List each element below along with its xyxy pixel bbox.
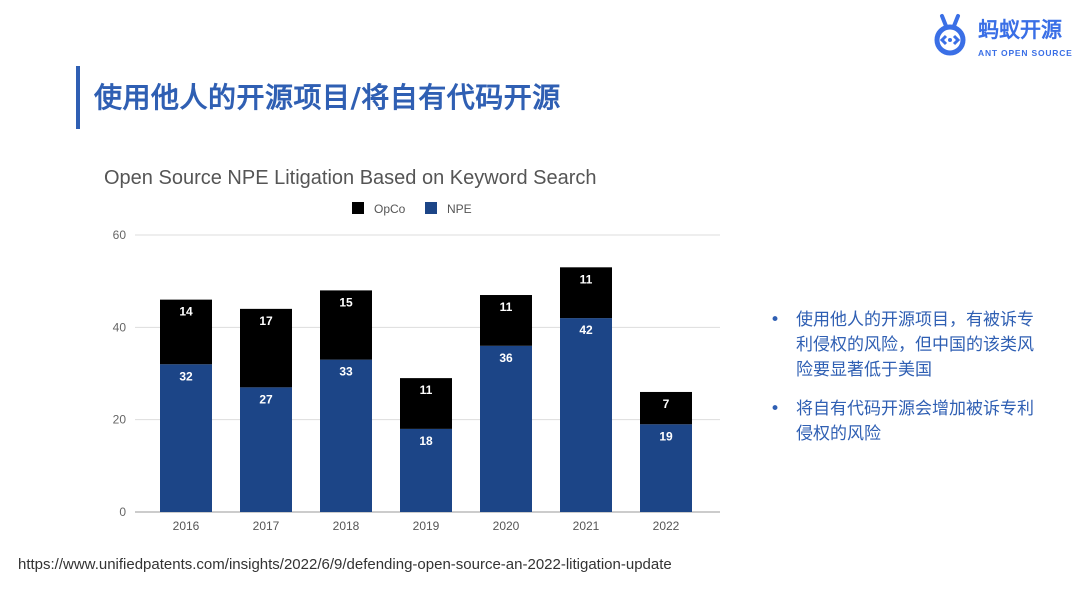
data-label: 32 xyxy=(179,369,193,383)
bullet-dot: • xyxy=(770,310,781,330)
bar-opco xyxy=(400,378,452,429)
legend-swatch xyxy=(352,202,364,214)
x-tick-label: 2016 xyxy=(173,519,200,533)
bars: 32 14 2016 27 17 2017 33 15 2018 18 11 2019 36 11 2020… xyxy=(160,267,692,533)
logo-text-en: ANT OPEN SOURCE xyxy=(978,48,1073,58)
data-label: 42 xyxy=(579,323,593,337)
bullet-item: • 将自有代码开源会增加被诉专利侵权的风险 xyxy=(770,397,1050,447)
data-label: 27 xyxy=(259,392,273,406)
bullet-list: • 使用他人的开源项目，有被诉专利侵权的风险，但中国的该类风险要显著低于美国 • 将… xyxy=(770,308,1050,461)
x-tick-label: 2018 xyxy=(333,519,360,533)
bullet-text: 将自有代码开源会增加被诉专利侵权的风险 xyxy=(796,399,1034,444)
x-tick-label: 2022 xyxy=(653,519,680,533)
bar-npe xyxy=(640,424,692,512)
data-label: 19 xyxy=(659,429,673,443)
page-title: 使用他人的开源项目/将自有代码开源 xyxy=(94,81,561,114)
title-accent-bar xyxy=(76,66,80,129)
bar-opco xyxy=(160,299,212,365)
ant-open-source-logo: 蚂蚁开源 ANT OPEN SOURCE xyxy=(932,12,1072,62)
legend-label: NPE xyxy=(447,202,472,216)
bar-npe xyxy=(320,359,372,512)
ant-logo-icon xyxy=(934,14,966,56)
bar-opco xyxy=(640,391,692,425)
legend-swatch xyxy=(425,202,437,214)
bar-npe xyxy=(160,364,212,512)
bar-npe xyxy=(560,318,612,512)
data-label: 15 xyxy=(339,295,353,309)
stacked-bar-chart: Open Source NPE Litigation Based on Keyw… xyxy=(104,167,720,533)
data-label: 11 xyxy=(580,272,593,286)
logo-text-cn: 蚂蚁开源 xyxy=(978,18,1062,42)
x-tick-label: 2020 xyxy=(493,519,520,533)
data-label: 11 xyxy=(420,383,433,397)
y-tick-label: 60 xyxy=(113,228,127,242)
bar-opco xyxy=(480,295,532,346)
x-tick-label: 2017 xyxy=(253,519,280,533)
chart-title: Open Source NPE Litigation Based on Keyw… xyxy=(104,167,597,189)
x-tick-label: 2019 xyxy=(413,519,440,533)
source-link[interactable]: https://www.unifiedpatents.com/insights/… xyxy=(18,556,672,573)
data-label: 17 xyxy=(259,314,273,328)
bar-npe xyxy=(240,387,292,512)
bullet-text: 使用他人的开源项目，有被诉专利侵权的风险，但中国的该类风险要显著低于美国 xyxy=(796,310,1034,380)
bullet-dot: • xyxy=(770,399,781,419)
data-label: 7 xyxy=(663,397,670,411)
bar-opco xyxy=(320,290,372,360)
bar-npe xyxy=(480,345,532,512)
x-tick-label: 2021 xyxy=(573,519,600,533)
data-label: 36 xyxy=(499,351,513,365)
legend-label: OpCo xyxy=(374,202,406,216)
bar-opco xyxy=(560,267,612,319)
data-label: 18 xyxy=(419,434,433,448)
bar-npe xyxy=(400,428,452,512)
bar-opco xyxy=(240,308,292,388)
legend: OpCo NPE xyxy=(352,202,472,216)
y-tick-label: 0 xyxy=(119,505,126,519)
y-tick-label: 20 xyxy=(113,413,127,427)
bullet-item: • 使用他人的开源项目，有被诉专利侵权的风险，但中国的该类风险要显著低于美国 xyxy=(770,308,1050,383)
data-label: 14 xyxy=(179,305,193,319)
data-label: 33 xyxy=(339,365,353,379)
data-label: 11 xyxy=(500,300,513,314)
y-tick-label: 40 xyxy=(113,320,127,334)
